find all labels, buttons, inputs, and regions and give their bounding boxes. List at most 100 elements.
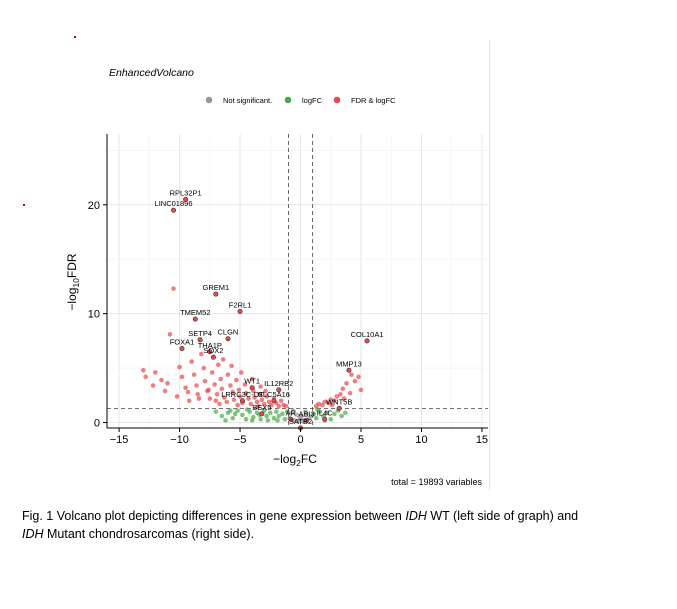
point-fdr-logfc bbox=[264, 394, 269, 399]
x-tick-label: 10 bbox=[415, 434, 427, 446]
point-logfc bbox=[240, 412, 245, 418]
point-fdr-logfc bbox=[177, 364, 182, 370]
point-logfc bbox=[228, 408, 233, 413]
stray-dot-left bbox=[23, 204, 25, 206]
point-logfc bbox=[313, 415, 319, 421]
stray-dot-top bbox=[74, 36, 76, 38]
point-fdr-logfc bbox=[220, 357, 226, 362]
chart-caption: total = 19893 variables bbox=[391, 477, 482, 487]
point-logfc bbox=[328, 416, 334, 422]
point-fdr-logfc bbox=[329, 402, 335, 408]
point-fdr-logfc bbox=[213, 398, 219, 404]
point-fdr-logfc bbox=[328, 397, 334, 402]
point-fdr-logfc bbox=[341, 396, 347, 401]
point-fdr-logfc bbox=[207, 396, 213, 401]
caption-suffix: Mutant chondrosarcomas (right side). bbox=[43, 527, 255, 541]
point-fdr-logfc bbox=[218, 376, 223, 382]
point-fdr-logfc bbox=[332, 398, 337, 404]
point-fdr-logfc bbox=[214, 391, 220, 397]
point-logfc bbox=[332, 411, 337, 417]
point-fdr-logfc bbox=[352, 378, 358, 384]
x-tick-label: 0 bbox=[297, 434, 303, 446]
panel-background bbox=[107, 134, 488, 428]
point-logfc bbox=[276, 413, 282, 419]
point-fdr-logfc bbox=[234, 377, 239, 383]
point-fdr-logfc bbox=[338, 391, 343, 397]
x-tick-label: 5 bbox=[358, 434, 364, 446]
point-label: GREM1 bbox=[203, 283, 230, 292]
point-logfc bbox=[267, 410, 273, 416]
point-not-significant bbox=[298, 414, 303, 420]
point-labeled bbox=[249, 385, 255, 391]
point-labeled bbox=[207, 349, 213, 355]
point-fdr-logfc bbox=[236, 387, 242, 393]
point-fdr-logfc bbox=[276, 403, 282, 409]
point-fdr-logfc bbox=[238, 370, 244, 375]
point-fdr-logfc bbox=[212, 382, 217, 387]
point-fdr-logfc bbox=[206, 387, 211, 393]
point-logfc bbox=[219, 413, 225, 419]
point-logfc bbox=[339, 413, 344, 419]
point-label: SLC5A16 bbox=[258, 390, 290, 399]
point-label: IL12RB2 bbox=[264, 379, 293, 388]
legend-label: logFC bbox=[302, 96, 323, 105]
point-labeled bbox=[210, 354, 216, 360]
point-fdr-logfc bbox=[261, 401, 267, 407]
point-label: MMP13 bbox=[336, 359, 362, 368]
point-logfc bbox=[223, 418, 228, 423]
point-label: SOX2 bbox=[203, 346, 223, 355]
point-labeled bbox=[225, 336, 231, 342]
point-labeled bbox=[171, 207, 177, 213]
point-label: SATB2 bbox=[289, 417, 312, 426]
point-not-significant bbox=[290, 408, 296, 413]
point-logfc bbox=[324, 410, 330, 416]
point-logfc bbox=[282, 416, 288, 422]
point-labeled bbox=[336, 405, 342, 411]
point-fdr-logfc bbox=[344, 381, 349, 386]
point-fdr-logfc bbox=[322, 399, 328, 405]
point-logfc bbox=[243, 416, 249, 422]
point-fdr-logfc bbox=[349, 372, 354, 377]
point-fdr-logfc bbox=[189, 359, 194, 364]
point-fdr-logfc bbox=[185, 389, 191, 395]
point-fdr-logfc bbox=[259, 397, 265, 402]
x-tick-label: −5 bbox=[234, 434, 247, 446]
point-fdr-logfc bbox=[194, 383, 199, 388]
point-logfc bbox=[275, 418, 280, 423]
point-fdr-logfc bbox=[231, 397, 237, 402]
point-logfc bbox=[265, 418, 271, 423]
point-logfc bbox=[245, 407, 250, 412]
point-fdr-logfc bbox=[347, 390, 353, 396]
point-labeled bbox=[276, 387, 282, 393]
point-fdr-logfc bbox=[326, 400, 331, 406]
point-fdr-logfc bbox=[167, 332, 173, 337]
point-label: RPL32P1 bbox=[170, 188, 202, 197]
point-fdr-logfc bbox=[225, 372, 231, 377]
point-labeled bbox=[271, 398, 277, 404]
point-fdr-logfc bbox=[209, 370, 215, 375]
point-fdr-logfc bbox=[143, 374, 149, 380]
point-not-significant bbox=[294, 412, 300, 418]
point-label: WNT5B bbox=[326, 397, 352, 406]
point-logfc bbox=[235, 408, 240, 413]
caption-italic-2: IDH bbox=[22, 527, 44, 541]
point-logfc bbox=[311, 411, 317, 417]
y-tick-label: 10 bbox=[88, 309, 100, 321]
point-fdr-logfc bbox=[340, 386, 346, 392]
point-logfc bbox=[264, 413, 269, 419]
point-label: BEX5 bbox=[252, 403, 271, 412]
point-logfc bbox=[232, 411, 238, 417]
point-labeled bbox=[322, 416, 328, 422]
point-fdr-logfc bbox=[153, 370, 158, 375]
point-fdr-logfc bbox=[140, 367, 146, 373]
point-fdr-logfc bbox=[171, 286, 176, 291]
legend-swatch bbox=[333, 96, 341, 104]
point-fdr-logfc bbox=[358, 387, 364, 393]
legend: Not significant. logFC FDR & logFC bbox=[205, 96, 396, 105]
point-label: FOXA1 bbox=[170, 338, 195, 347]
point-label: THA1P bbox=[198, 341, 222, 350]
point-labeled bbox=[288, 416, 294, 422]
point-logfc bbox=[249, 418, 255, 423]
point-fdr-logfc bbox=[191, 372, 197, 377]
chart-title: EnhancedVolcano bbox=[109, 67, 194, 79]
